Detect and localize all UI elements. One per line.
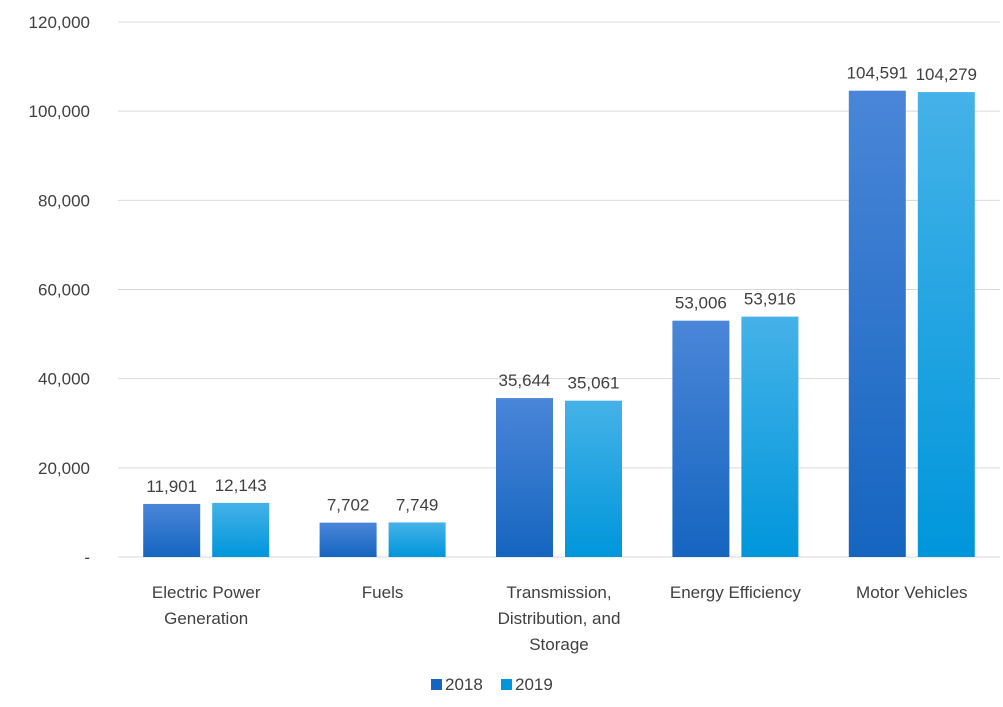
- data-label: 53,916: [744, 290, 796, 309]
- bar-2019: [212, 502, 270, 557]
- data-label: 35,061: [568, 374, 620, 393]
- legend-label: 2018: [445, 675, 483, 694]
- bar-2018: [672, 320, 730, 557]
- data-labels: 11,901 12,143 7,702 7,749 35,644 35,061 53,006…: [146, 64, 977, 515]
- x-tick-label: Energy Efficiency: [670, 583, 802, 602]
- x-tick-label: Transmission, Distribution, and Storage: [498, 583, 621, 654]
- bar-2019: [917, 92, 975, 558]
- y-tick-label: 60,000: [38, 281, 90, 300]
- y-tick-label: 120,000: [29, 13, 90, 32]
- y-tick-label: 40,000: [38, 370, 90, 389]
- x-tick-label: Electric Power Generation: [152, 583, 261, 628]
- legend-label: 2019: [515, 675, 553, 694]
- y-tick-label: 20,000: [38, 459, 90, 478]
- gridlines: [118, 21, 1000, 558]
- bar-2018: [496, 398, 553, 557]
- data-label: 53,006: [675, 294, 727, 313]
- bar-2018: [319, 522, 377, 557]
- data-label: 7,749: [396, 495, 439, 514]
- bar-2019: [388, 522, 446, 557]
- bar-2018: [143, 503, 201, 557]
- y-tick-label: -: [84, 548, 90, 567]
- legend-swatch: [501, 679, 512, 690]
- legend-swatch: [431, 679, 442, 690]
- data-label: 12,143: [215, 476, 267, 495]
- y-tick-label: 100,000: [29, 102, 90, 121]
- bar-2018: [848, 90, 906, 557]
- data-label: 104,279: [916, 65, 977, 84]
- bars: [143, 90, 975, 558]
- bar-2019: [741, 316, 799, 557]
- legend: 2018 2019: [431, 675, 553, 694]
- y-axis-tick-labels: - 20,000 40,000 60,000 80,000 100,000 120,000: [29, 13, 90, 567]
- x-axis-tick-labels: Electric Power Generation Fuels Transmissio…: [152, 583, 968, 654]
- x-tick-label: Motor Vehicles: [856, 583, 968, 602]
- data-label: 11,901: [146, 477, 197, 496]
- data-label: 7,702: [327, 496, 370, 515]
- data-label: 35,644: [499, 371, 551, 390]
- y-tick-label: 80,000: [38, 191, 90, 210]
- x-tick-label: Fuels: [362, 583, 404, 602]
- data-label: 104,591: [847, 64, 908, 83]
- bar-2019: [565, 400, 622, 557]
